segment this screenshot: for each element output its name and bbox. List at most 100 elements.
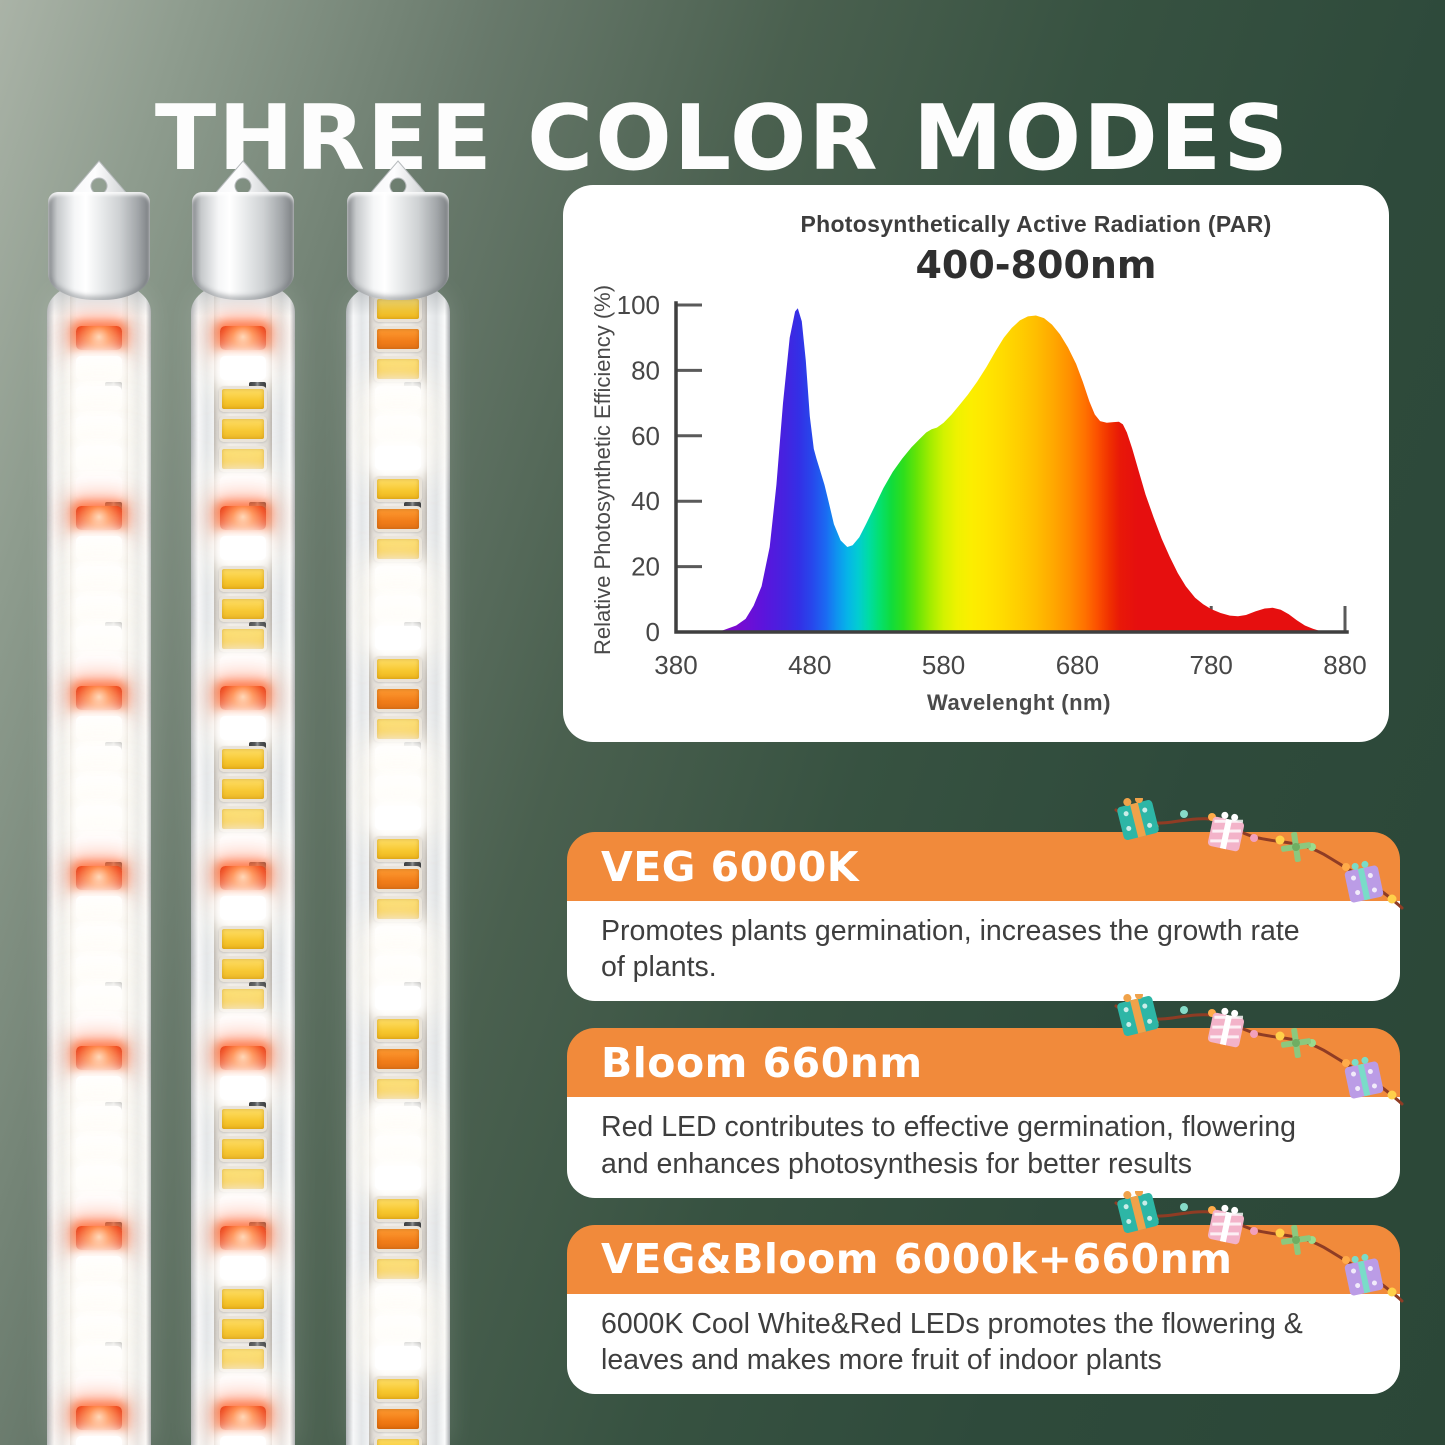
led-chip-white [220,536,266,560]
led-chip-white [375,926,421,950]
led-chip-white [76,1106,122,1130]
led-chip-white [76,1436,122,1445]
led-chip-yellow [219,1106,267,1132]
led-chip-white [375,1316,421,1340]
x-tick-label: 880 [1323,650,1366,680]
led-chip-white [220,1436,266,1445]
led-chip-white [375,626,421,650]
led-chip-white [76,1376,122,1400]
led-strip [70,282,128,1445]
led-chip-yellow [374,536,422,562]
led-chip-white [220,656,266,680]
led-chip-white [76,716,122,740]
led-chip-white [76,926,122,950]
garland-icon [1108,991,1408,1116]
mode-cards: VEG 6000K Promotes plants germination, i… [567,795,1404,1421]
y-tick-label: 40 [631,486,660,516]
chart-axes [674,301,1349,634]
led-chip-yellow [374,476,422,502]
led-chip-orange [374,506,422,532]
led-chip-yellow [219,746,267,772]
led-chip-yellow [219,446,267,472]
mode-card-bloom-body: Red LED contributes to effective germina… [567,1097,1400,1198]
led-chip-yellow [374,1436,422,1445]
x-tick-label: 380 [654,650,697,680]
led-chip-white [76,1286,122,1310]
led-chip-white [375,386,421,410]
led-chip-white [220,1016,266,1040]
led-chip-yellow [219,626,267,652]
led-chip-white [375,1166,421,1190]
led-chip-yellow [374,1076,422,1102]
chart-y-axis-label: Relative Photosynthetic Efficiency (%) [590,284,615,656]
spectrum-chart: 0 20 40 60 80 100 380 480 580 680 780 880 [617,290,1367,680]
led-chip-yellow [374,836,422,862]
led-chip-white [76,986,122,1010]
led-chip-red [220,686,266,710]
page-title: THREE COLOR MODES [154,86,1291,192]
led-chip-white [375,416,421,440]
led-chip-yellow [374,656,422,682]
led-chip-white [76,446,122,470]
led-chip-yellow [219,1346,267,1372]
mode-card-veg-bloom-heading: VEG&Bloom 6000k+660nm [601,1235,1233,1284]
garland-icon [1108,1187,1408,1313]
led-chip-orange [374,686,422,712]
led-chip-white [76,806,122,830]
led-chip-yellow [374,356,422,382]
chart-subtitle: 400-800nm [915,243,1157,287]
tube-glass [47,282,151,1445]
led-chip-yellow [374,896,422,922]
led-chip-white [375,746,421,770]
led-chip-red [76,686,122,710]
led-chip-yellow [219,566,267,592]
led-chip-white [76,1256,122,1280]
mode-card-veg: VEG 6000K Promotes plants germination, i… [567,795,1404,1002]
led-chip-white [76,746,122,770]
led-chip-yellow [219,986,267,1012]
led-tube-3 [346,160,450,1445]
led-chip-white [76,566,122,590]
led-chip-yellow [374,716,422,742]
led-chip-white [76,536,122,560]
spectrum-area [702,308,1327,632]
led-chip-red [220,866,266,890]
led-chip-white [76,416,122,440]
led-chip-white [375,596,421,620]
mode-card-veg-text: Promotes plants germination, increases t… [601,915,1300,984]
tube-glass [191,282,295,1445]
led-chip-white [76,386,122,410]
led-chip-yellow [219,416,267,442]
mode-card-bloom-header: Bloom 660nm [567,991,1404,1106]
mode-card-veg-header: VEG 6000K [567,795,1404,910]
led-chip-white [76,626,122,650]
led-chip-white [76,1076,122,1100]
tube-glass [346,282,450,1445]
led-chip-red [220,1406,266,1430]
led-strip [369,282,427,1445]
mode-card-bloom-text: Red LED contributes to effective germina… [601,1111,1296,1180]
led-tube-1 [47,160,151,1445]
led-chip-orange [374,326,422,352]
led-chip-white [220,1376,266,1400]
led-chip-yellow [219,1316,267,1342]
x-tick-label: 480 [788,650,831,680]
led-chip-white [76,356,122,380]
led-chip-red [220,1046,266,1070]
x-tick-label: 580 [922,650,965,680]
garland-icon [1108,795,1408,920]
led-chip-white [76,1016,122,1040]
led-chip-white [76,1316,122,1340]
led-chip-white [76,956,122,980]
led-chip-white [220,836,266,860]
led-tube-2 [191,160,295,1445]
led-chip-white [375,446,421,470]
led-chip-yellow [219,1136,267,1162]
led-chip-white [375,806,421,830]
led-chip-yellow [374,1016,422,1042]
led-chip-white [375,1136,421,1160]
x-tick-label: 680 [1056,650,1099,680]
led-chip-white [76,836,122,860]
led-chip-yellow [219,596,267,622]
